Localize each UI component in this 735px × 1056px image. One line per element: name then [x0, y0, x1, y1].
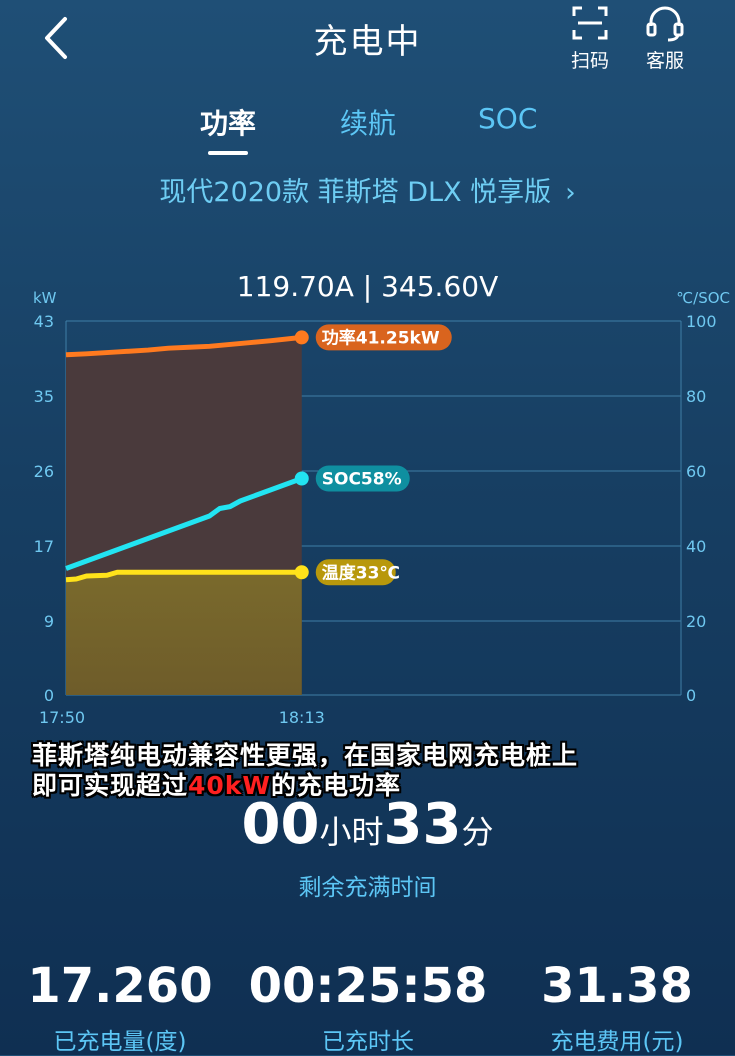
- charged-energy-value: 17.260: [27, 958, 213, 1014]
- power-label: 功率41.25kW: [322, 327, 440, 348]
- scan-label: 扫码: [570, 50, 609, 72]
- minutes-unit: 分: [461, 813, 494, 851]
- temperature-line: [65, 569, 302, 583]
- right-tick-label: 0: [686, 686, 696, 705]
- chevron-right-icon: ›: [565, 178, 576, 208]
- temperature-label: 温度33℃: [322, 562, 400, 583]
- chevron-left-icon: [45, 17, 67, 59]
- right-axis-unit: ℃/SOC: [676, 289, 730, 307]
- subtitle-text-a: 即可实现超过: [32, 771, 189, 800]
- scan-icon: [572, 6, 608, 40]
- left-tick-label: 43: [34, 312, 54, 331]
- soc-marker: [294, 471, 309, 486]
- temperature-marker: [294, 565, 309, 580]
- right-tick-label: 80: [686, 387, 706, 406]
- current-voltage-readout: 119.70A | 345.60V: [236, 270, 499, 303]
- x-current-label: 18:13: [279, 708, 325, 727]
- temperature-label-pill: [315, 559, 396, 586]
- charged-duration-label: 已充时长: [322, 1029, 414, 1055]
- power-line: [65, 334, 303, 358]
- charging-cost-value: 31.38: [541, 958, 693, 1014]
- remaining-time-label: 剩余充满时间: [298, 875, 437, 901]
- temperature-area: [66, 572, 302, 695]
- right-tick-label: 100: [686, 312, 717, 331]
- right-tick-label: 40: [686, 537, 706, 556]
- subtitle-highlight: 40kW: [188, 771, 272, 800]
- remaining-minutes: 33: [383, 792, 462, 857]
- left-tick-label: 26: [34, 462, 54, 481]
- video-subtitle-line-1: 菲斯塔纯电动兼容性更强，在国家电网充电桩上: [32, 741, 579, 770]
- vehicle-model-selector[interactable]: 现代2020款 菲斯塔 DLX 悦享版 ›: [0, 170, 735, 209]
- hours-unit: 小时: [319, 813, 384, 851]
- charged-duration-stat: 00:25:58 已充时长: [248, 958, 488, 1056]
- page-title: 充电中: [313, 22, 422, 62]
- video-subtitle-line-2: 即可实现超过40kW的充电功率: [32, 766, 401, 802]
- soc-label-pill: [315, 465, 410, 492]
- left-axis-unit: kW: [33, 289, 57, 307]
- tab-range[interactable]: 续航: [340, 107, 397, 140]
- right-tick-label: 20: [686, 612, 706, 631]
- charging-cost-stat: 31.38 充电费用(元): [497, 958, 735, 1056]
- charged-duration-value: 00:25:58: [248, 958, 488, 1014]
- remaining-hours: 00: [241, 792, 320, 857]
- active-tab-indicator: [208, 151, 248, 155]
- scan-button[interactable]: 扫码: [555, 4, 625, 72]
- charged-energy-stat: 17.260 已充电量(度): [0, 958, 240, 1056]
- charged-energy-label: 已充电量(度): [53, 1029, 187, 1055]
- customer-service-button[interactable]: 客服: [630, 4, 700, 72]
- left-tick-label: 0: [44, 686, 54, 705]
- power-label-pill: [315, 324, 452, 351]
- vehicle-model-text: 现代2020款 菲斯塔 DLX 悦享版: [159, 177, 552, 208]
- soc-line: [65, 476, 303, 571]
- x-start-label: 17:50: [39, 708, 85, 727]
- left-tick-label: 17: [34, 537, 54, 556]
- subtitle-text-c: 的充电功率: [271, 771, 402, 800]
- right-tick-label: 60: [686, 462, 706, 481]
- remaining-time: 00小时33分: [0, 792, 735, 857]
- soc-label: SOC58%: [322, 470, 402, 490]
- tab-soc[interactable]: SOC: [478, 102, 538, 135]
- headset-icon: [646, 6, 684, 42]
- left-tick-label: 35: [34, 387, 54, 406]
- left-tick-label: 9: [44, 612, 54, 631]
- tab-power[interactable]: 功率: [200, 107, 257, 140]
- charging-cost-label: 充电费用(元): [550, 1029, 684, 1055]
- back-button[interactable]: [28, 12, 84, 64]
- power-marker: [294, 330, 309, 345]
- service-label: 客服: [645, 50, 684, 72]
